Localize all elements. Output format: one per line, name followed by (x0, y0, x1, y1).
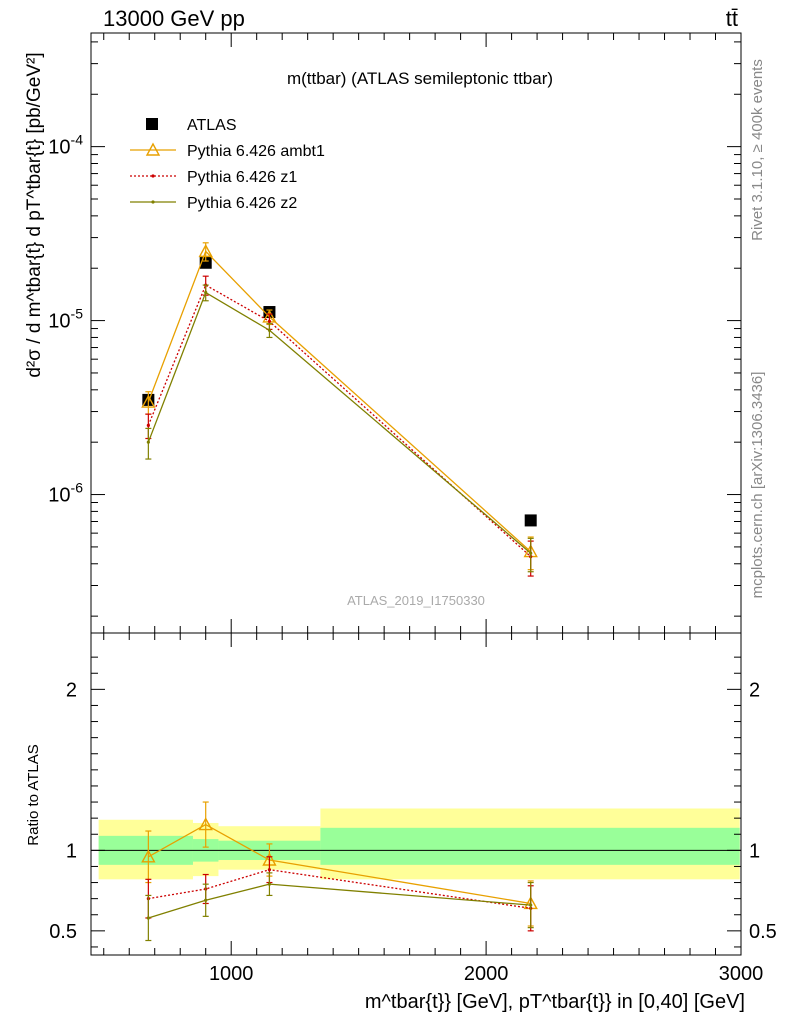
ratio-series-line (148, 823, 531, 905)
data-point-dot (267, 328, 272, 332)
data-point-dot (267, 868, 272, 872)
main-plot: 10-6 10-5 10-4 (48, 33, 742, 633)
data-point-dot (204, 290, 208, 295)
main-series-line (147, 250, 532, 553)
x-tick-label: 3000 (719, 963, 764, 985)
main-series-line (147, 291, 532, 554)
data-point-triangle (198, 817, 213, 831)
ratio-y-tick-label: 0.5 (749, 921, 777, 943)
y-tick-label: 10-5 (48, 306, 83, 333)
legend-label: ATLAS (187, 117, 237, 134)
legend-label: Pythia 6.426 z1 (187, 169, 297, 186)
data-point-dot (151, 200, 155, 204)
ratio-y-axis-title: Ratio to ATLAS (25, 744, 42, 845)
ratio-y-tick-label: 2 (749, 679, 760, 701)
main-series-line (147, 284, 532, 558)
ratio-y-tick-label: 1 (66, 840, 77, 862)
data-point-dot (529, 551, 533, 555)
process-label: 13000 GeV pp (103, 6, 245, 31)
data-point-dot (146, 916, 150, 920)
legend-label: Pythia 6.426 ambt1 (187, 143, 325, 160)
y-tick-label: 10-4 (48, 132, 83, 159)
ratio-y-tick-label: 0.5 (49, 921, 77, 943)
source-label: mcplots.cern.ch [arXiv:1306.3436] (749, 372, 766, 599)
data-point-triangle (198, 243, 213, 258)
data-point-dot (267, 319, 272, 323)
x-axis-title: m^tbar{t}} [GeV], pT^tbar{t}} in [0,40] … (365, 991, 745, 1013)
ratio-y-tick-label: 2 (66, 679, 77, 701)
ratio-frame (90, 632, 742, 956)
x-tick-label: 2000 (464, 963, 509, 985)
data-point-dot (146, 440, 150, 444)
data-point-dot (204, 898, 208, 902)
legend: ATLAS Pythia 6.426 ambt1 Pythia 6.426 z1 Py… (130, 117, 325, 212)
uncertainty-band-1sigma (320, 827, 740, 865)
ratio-plot: 1000 2000 3000 0.5 0.5 1 1 2 2 (49, 633, 777, 985)
data-point-square (524, 514, 537, 527)
rivet-label: Rivet 3.1.10, ≥ 400k events (749, 59, 766, 241)
ratio-series-line (148, 869, 531, 909)
x-tick-label: 1000 (209, 963, 254, 985)
data-point-triangle (141, 849, 156, 863)
analysis-watermark: ATLAS_2019_I1750330 (347, 593, 485, 608)
data-point-triangle (145, 142, 161, 156)
legend-label: Pythia 6.426 z2 (187, 195, 297, 212)
y-axis-title: d²σ / d m^tbar{t} d pT^tbar{t} [pb/GeV²] (24, 52, 45, 377)
ratio-y-tick-label: 1 (749, 840, 760, 862)
data-point-dot (146, 423, 150, 427)
data-point-square (146, 118, 158, 130)
data-point-triangle (141, 394, 156, 408)
ratio-series-line (148, 883, 531, 919)
chart-title: m(ttbar) (ATLAS semileptonic ttbar) (287, 69, 553, 88)
y-tick-label: 10-6 (48, 480, 83, 507)
data-point-dot (529, 903, 533, 907)
final-state-label: tt̄ (726, 6, 738, 31)
data-point-dot (267, 882, 272, 886)
data-point-dot (151, 174, 155, 178)
